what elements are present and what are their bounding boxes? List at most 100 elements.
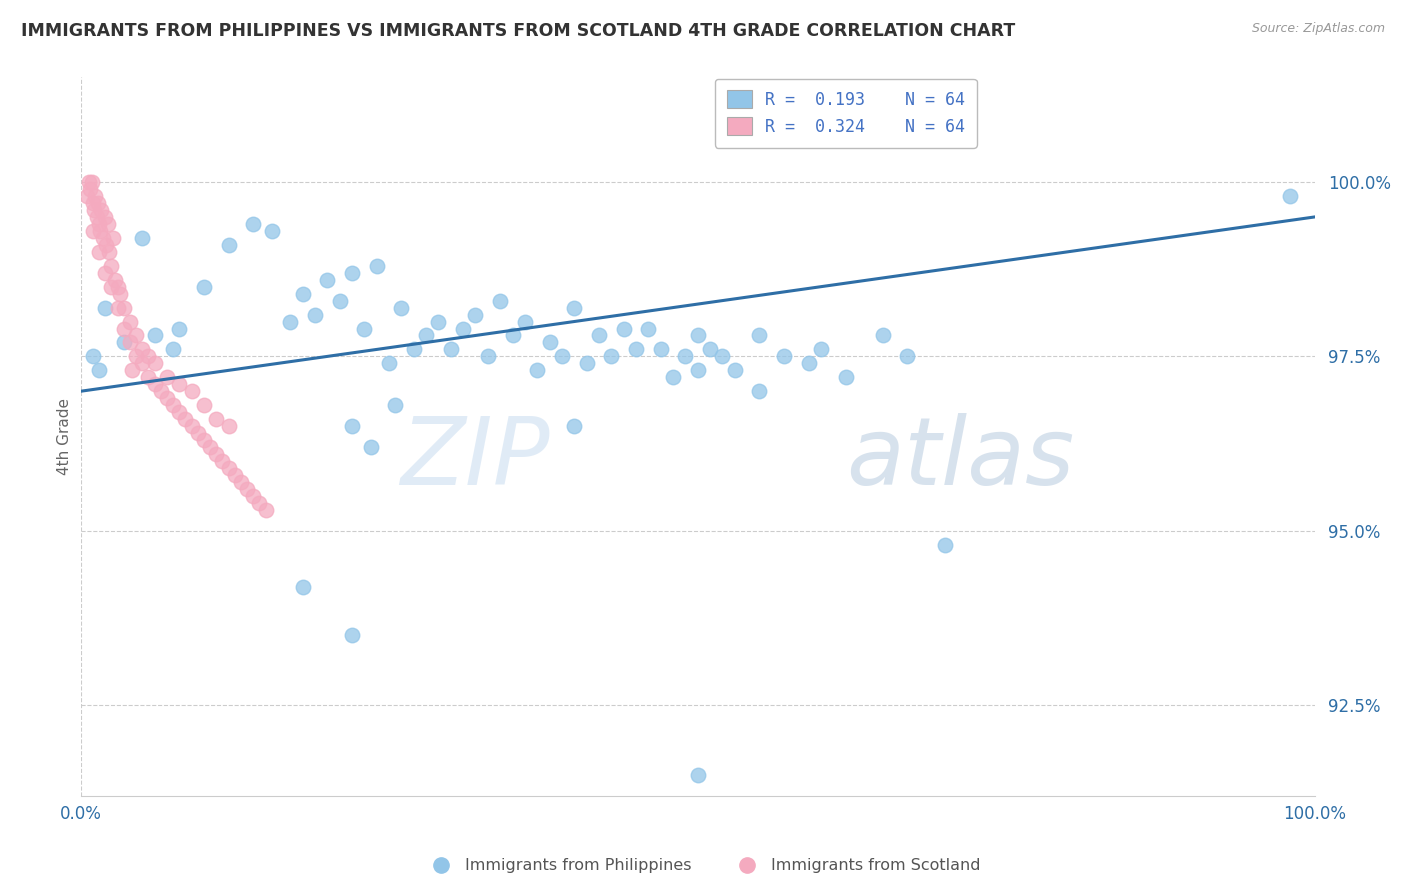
Point (477, 350, 499, 364)
Point (835, 370, 858, 384)
Point (83, 202, 105, 217)
Point (104, 273, 127, 287)
Point (125, 350, 148, 364)
Point (87, 196, 110, 211)
Point (353, 321, 375, 335)
Legend: Immigrants from Philippines, Immigrants from Scotland: Immigrants from Philippines, Immigrants … (419, 852, 987, 880)
Point (138, 350, 160, 364)
Point (254, 503, 277, 517)
Point (402, 343, 425, 357)
Point (686, 328, 709, 343)
Point (162, 343, 184, 357)
Point (551, 350, 574, 364)
Point (143, 356, 166, 370)
Point (87, 363, 110, 377)
Point (872, 328, 894, 343)
Text: ZIP: ZIP (399, 413, 550, 504)
Point (131, 356, 153, 370)
Point (156, 370, 179, 384)
Point (260, 224, 283, 238)
Point (218, 237, 240, 252)
Point (291, 286, 314, 301)
Point (748, 328, 770, 343)
Point (440, 343, 463, 357)
Point (686, 768, 709, 782)
Point (366, 259, 388, 273)
Point (588, 328, 610, 343)
Point (180, 419, 202, 434)
Point (100, 259, 122, 273)
Point (773, 350, 796, 364)
Point (896, 350, 918, 364)
Point (96, 237, 118, 252)
Point (82, 224, 104, 238)
Point (562, 419, 585, 434)
Point (89, 224, 111, 238)
Point (174, 412, 197, 426)
Point (112, 321, 135, 335)
Point (686, 363, 709, 377)
Point (218, 419, 240, 434)
Point (242, 489, 264, 503)
Point (198, 440, 221, 454)
Point (125, 328, 148, 343)
Point (108, 286, 131, 301)
Point (193, 279, 215, 293)
Point (673, 350, 696, 364)
Point (143, 377, 166, 392)
Point (575, 356, 598, 370)
Point (193, 433, 215, 447)
Point (224, 467, 246, 482)
Point (526, 363, 548, 377)
Point (513, 314, 536, 328)
Point (167, 321, 190, 335)
Point (1279, 189, 1302, 203)
Point (562, 301, 585, 315)
Point (810, 343, 832, 357)
Point (101, 231, 124, 245)
Point (464, 308, 486, 322)
Point (236, 482, 259, 496)
Point (340, 266, 363, 280)
Point (613, 321, 636, 335)
Point (90, 202, 112, 217)
Point (502, 328, 524, 343)
Point (131, 231, 153, 245)
Point (87, 217, 110, 231)
Point (167, 377, 190, 392)
Point (118, 335, 141, 350)
Point (112, 335, 135, 350)
Point (100, 279, 122, 293)
Point (229, 475, 252, 489)
Point (94, 210, 117, 224)
Point (378, 356, 401, 370)
Point (489, 293, 512, 308)
Point (82, 196, 104, 211)
Point (624, 343, 647, 357)
Point (138, 370, 160, 384)
Point (329, 293, 352, 308)
Point (82, 350, 104, 364)
Point (205, 412, 228, 426)
Point (162, 398, 184, 412)
Point (97, 244, 120, 259)
Point (211, 454, 233, 468)
Point (87, 244, 110, 259)
Point (600, 350, 623, 364)
Point (84, 189, 107, 203)
Point (427, 314, 450, 328)
Point (249, 496, 271, 510)
Point (340, 419, 363, 434)
Point (934, 538, 956, 552)
Point (280, 314, 302, 328)
Point (360, 440, 382, 454)
Point (86, 210, 108, 224)
Point (156, 391, 179, 405)
Point (797, 356, 820, 370)
Point (291, 580, 314, 594)
Point (699, 343, 721, 357)
Point (193, 398, 215, 412)
Point (242, 217, 264, 231)
Point (118, 314, 141, 328)
Point (711, 350, 734, 364)
